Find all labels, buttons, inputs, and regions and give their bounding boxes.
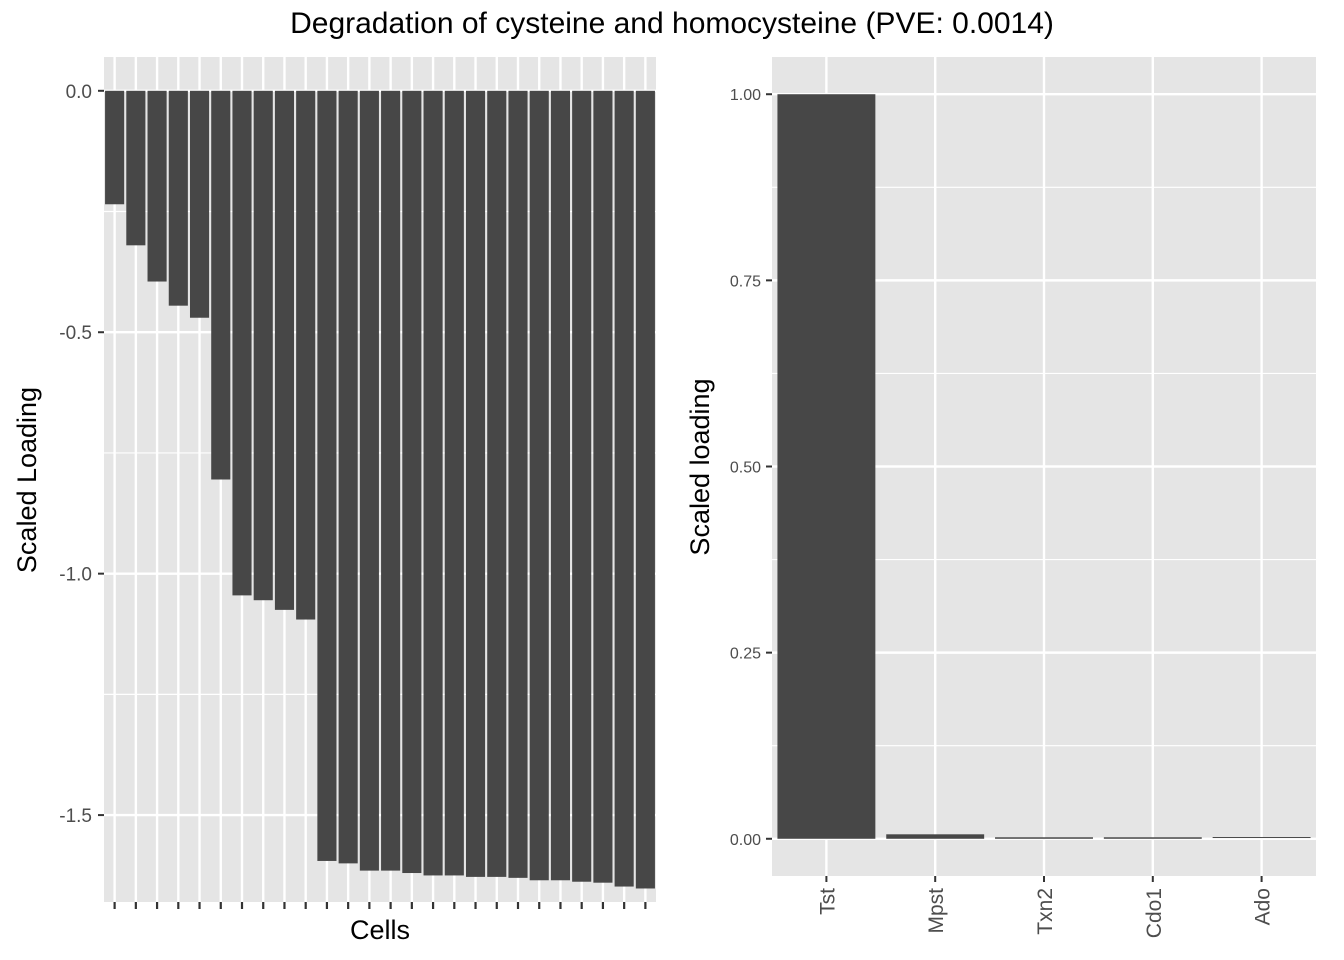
left-bar <box>508 90 528 878</box>
right-y-tick-label: 0.50 <box>730 460 761 477</box>
right-y-tick-label: 0.75 <box>730 273 761 290</box>
left-bar <box>614 90 634 887</box>
left-bar <box>317 90 337 861</box>
left-bar <box>105 90 125 205</box>
left-bar <box>550 90 571 881</box>
left-bar <box>359 90 379 871</box>
left-bar <box>253 90 273 601</box>
right-bars <box>777 94 1311 839</box>
right-bar <box>777 94 876 839</box>
right-chart: 0.000.250.500.751.00 Tst Mpst Txn2 Cdo1 Ado … <box>685 57 1316 938</box>
left-y-axis: 0.0 -0.5 -1.0 -1.5 <box>59 82 104 827</box>
right-x-tick-label: Tst <box>816 888 839 915</box>
chart-title: Degradation of cysteine and homocysteine… <box>290 7 1054 40</box>
left-x-axis <box>113 902 647 909</box>
right-x-tick-label: Cdo1 <box>1143 888 1166 938</box>
left-bar <box>232 90 252 596</box>
right-x-tick-label: Mpst <box>925 888 948 934</box>
right-bar <box>1103 837 1202 839</box>
left-bar <box>126 90 146 246</box>
right-x-tick-label: Ado <box>1252 888 1275 925</box>
left-bar <box>381 90 401 871</box>
left-bar <box>274 90 295 610</box>
right-x-axis: Tst Mpst Txn2 Cdo1 Ado <box>816 876 1275 938</box>
left-y-tick-label: -1.5 <box>59 806 92 827</box>
right-bar <box>1212 837 1311 839</box>
left-bar <box>487 90 507 877</box>
left-y-axis-title: Scaled Loading <box>12 387 42 573</box>
left-bar <box>211 90 231 480</box>
left-bar <box>572 90 592 882</box>
left-y-tick-label: -1.0 <box>59 565 92 586</box>
left-y-tick-label: 0.0 <box>66 82 92 103</box>
left-chart: 0.0 -0.5 -1.0 -1.5 Cells Scaled Loading <box>12 57 656 945</box>
left-bar <box>423 90 443 876</box>
left-bar <box>402 90 422 874</box>
left-bar <box>444 90 464 876</box>
left-bar <box>635 90 655 889</box>
right-y-axis-title: Scaled loading <box>685 378 715 555</box>
right-bar <box>995 837 1093 839</box>
left-bar <box>338 90 358 864</box>
left-bar <box>189 90 210 318</box>
right-x-tick-label: Txn2 <box>1034 888 1057 935</box>
right-bar <box>886 834 985 839</box>
left-bar <box>147 90 167 282</box>
left-bar <box>296 90 316 620</box>
right-y-tick-label: 1.00 <box>730 87 761 104</box>
right-y-axis: 0.00 0.25 0.50 0.75 1.00 <box>730 87 772 849</box>
left-bar <box>465 90 486 877</box>
left-bar <box>168 90 188 306</box>
left-bar <box>529 90 549 881</box>
left-bar <box>593 90 613 883</box>
right-y-tick-label: 0.25 <box>730 646 761 663</box>
right-y-tick-label: 0.00 <box>730 832 761 849</box>
left-y-tick-label: -0.5 <box>59 323 92 344</box>
left-bars <box>105 90 655 889</box>
left-x-axis-title: Cells <box>350 915 410 945</box>
